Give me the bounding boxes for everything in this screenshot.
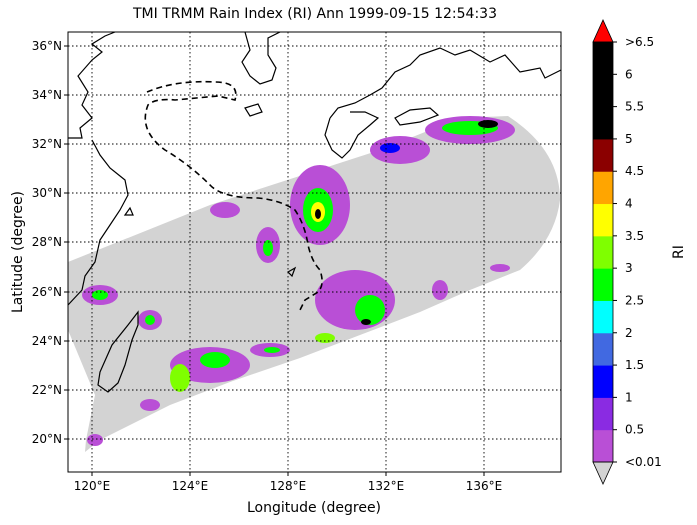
colorbar-tick-label: 5	[625, 132, 633, 146]
colorbar-segment	[593, 235, 613, 269]
lat-tick-label: 26°N	[32, 285, 62, 299]
lon-tick-label: 132°E	[368, 479, 405, 493]
map-frame	[67, 31, 562, 473]
lat-tick-label: 24°N	[32, 334, 62, 348]
colorbar-segment	[593, 74, 613, 108]
colorbar-segment	[593, 138, 613, 172]
lon-tick-label: 136°E	[466, 479, 503, 493]
colorbar-label: RI	[671, 245, 687, 259]
colorbar: <0.01 0.5 1 1.5 2 2.5 3 3.5 4 4.5 5 5.5 6 >6.5 RI	[592, 19, 687, 485]
lon-tick-label: 128°E	[270, 479, 307, 493]
lat-tick-label: 36°N	[32, 39, 62, 53]
lat-tick-label: 22°N	[32, 383, 62, 397]
colorbar-segment	[593, 203, 613, 237]
lat-tick-label: 30°N	[32, 186, 62, 200]
colorbar-tick-label: 1	[625, 390, 633, 404]
lat-tick-label: 20°N	[32, 432, 62, 446]
colorbar-tick-label: 3	[625, 261, 633, 275]
dashed-boundary	[144, 80, 323, 311]
colorbar-segment	[593, 106, 613, 140]
colorbar-over-arrow	[592, 19, 614, 43]
colorbar-segment	[593, 171, 613, 205]
colorbar-tick-label: 4.5	[625, 164, 644, 178]
lon-tick-label: 120°E	[74, 479, 111, 493]
colorbar-tick-label: 4	[625, 197, 633, 211]
colorbar-segment	[593, 429, 613, 463]
graticule	[68, 32, 561, 472]
map-panel: 120°E 124°E 128°E 132°E 136°E Longitude …	[10, 31, 562, 516]
colorbar-tick-label: 6	[625, 67, 633, 81]
lat-tick-label: 34°N	[32, 88, 62, 102]
colorbar-segment	[593, 365, 613, 398]
colorbar-tick-label: 0.5	[625, 423, 644, 437]
colorbar-tick-label: >6.5	[625, 35, 654, 49]
colorbar-segment	[593, 397, 613, 431]
coastlines	[67, 31, 562, 393]
colorbar-under-arrow	[592, 461, 614, 485]
lat-tick-label: 32°N	[32, 137, 62, 151]
colorbar-segment	[593, 300, 613, 334]
colorbar-tick-label: <0.01	[625, 455, 662, 469]
colorbar-tick-label: 2	[625, 326, 633, 340]
y-axis: 20°N 22°N 24°N 26°N 28°N 30°N 32°N 34°N …	[10, 39, 68, 446]
colorbar-tick-label: 1.5	[625, 358, 644, 372]
y-axis-label: Latitude (degree)	[10, 191, 26, 313]
colorbar-tick-label: 5.5	[625, 100, 644, 114]
colorbar-tick-label: 2.5	[625, 293, 644, 307]
map-title: TMI TRMM Rain Index (RI) Ann 1999-09-15 …	[133, 6, 497, 22]
colorbar-tick-label: 3.5	[625, 229, 644, 243]
x-axis-label: Longitude (degree)	[247, 500, 381, 516]
lon-tick-label: 124°E	[172, 479, 209, 493]
colorbar-segment	[593, 268, 613, 301]
rain-cells	[82, 116, 515, 446]
lat-tick-label: 28°N	[32, 235, 62, 249]
x-axis: 120°E 124°E 128°E 132°E 136°E Longitude …	[74, 472, 503, 516]
colorbar-segment	[593, 42, 613, 75]
colorbar-segment	[593, 332, 613, 366]
